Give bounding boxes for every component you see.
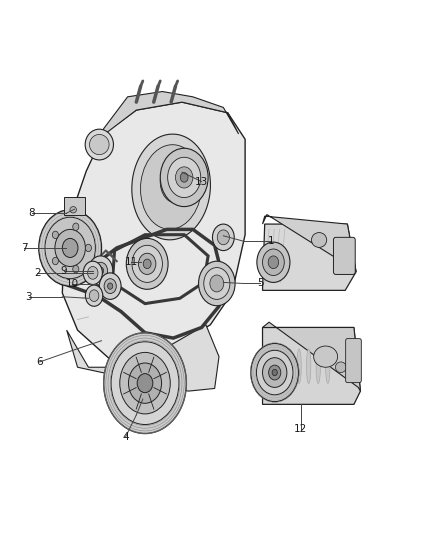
Circle shape (89, 290, 99, 302)
Circle shape (85, 244, 92, 252)
Circle shape (108, 283, 113, 289)
Ellipse shape (336, 362, 346, 373)
Ellipse shape (85, 129, 113, 160)
Circle shape (99, 273, 121, 300)
Circle shape (168, 157, 201, 198)
Circle shape (52, 231, 58, 239)
Circle shape (98, 267, 104, 274)
Ellipse shape (287, 349, 292, 383)
Ellipse shape (160, 160, 191, 203)
Circle shape (180, 173, 188, 182)
Ellipse shape (325, 349, 330, 383)
Polygon shape (62, 102, 245, 367)
Text: 10: 10 (66, 279, 79, 289)
Circle shape (111, 342, 179, 424)
Circle shape (204, 268, 230, 300)
Text: 12: 12 (294, 424, 307, 434)
Text: 4: 4 (122, 432, 129, 442)
Text: 3: 3 (25, 292, 32, 302)
Circle shape (55, 229, 85, 266)
Circle shape (132, 245, 162, 282)
Ellipse shape (70, 207, 77, 213)
Circle shape (212, 224, 234, 251)
Circle shape (198, 261, 235, 306)
Text: 6: 6 (36, 357, 43, 367)
Ellipse shape (141, 144, 202, 229)
Circle shape (94, 262, 108, 279)
Polygon shape (262, 322, 360, 391)
Circle shape (45, 217, 95, 279)
Circle shape (143, 259, 151, 269)
Ellipse shape (316, 349, 321, 383)
Circle shape (262, 249, 284, 276)
Circle shape (137, 374, 153, 393)
Circle shape (52, 257, 58, 265)
Text: 2: 2 (34, 269, 40, 278)
FancyBboxPatch shape (333, 237, 355, 274)
Polygon shape (67, 325, 219, 391)
Circle shape (268, 365, 281, 380)
Ellipse shape (89, 134, 109, 155)
Circle shape (83, 261, 102, 285)
Circle shape (262, 358, 287, 387)
Text: 13: 13 (195, 176, 208, 187)
Circle shape (176, 167, 193, 188)
Polygon shape (262, 215, 356, 272)
Circle shape (268, 256, 279, 269)
Circle shape (104, 333, 186, 433)
Circle shape (62, 238, 78, 257)
Text: 1: 1 (268, 236, 275, 246)
Circle shape (210, 275, 224, 292)
Text: 9: 9 (60, 266, 67, 276)
Ellipse shape (314, 346, 338, 367)
Circle shape (104, 279, 116, 294)
Circle shape (88, 256, 113, 286)
Circle shape (217, 230, 230, 245)
Circle shape (128, 363, 162, 403)
Ellipse shape (132, 134, 210, 240)
Circle shape (138, 253, 156, 274)
Circle shape (251, 343, 299, 402)
Ellipse shape (297, 349, 301, 383)
FancyBboxPatch shape (346, 338, 361, 383)
Polygon shape (102, 92, 239, 136)
Text: 5: 5 (257, 278, 264, 288)
Text: 7: 7 (21, 243, 28, 253)
Circle shape (272, 369, 277, 376)
Circle shape (120, 352, 170, 414)
Circle shape (88, 266, 98, 279)
Ellipse shape (307, 349, 311, 383)
Circle shape (73, 265, 79, 273)
Polygon shape (262, 327, 360, 405)
Circle shape (256, 350, 293, 395)
Ellipse shape (278, 349, 282, 383)
Polygon shape (262, 224, 356, 290)
Text: 8: 8 (28, 208, 35, 219)
Circle shape (85, 285, 103, 306)
Circle shape (39, 210, 102, 286)
Circle shape (126, 238, 168, 289)
Circle shape (257, 242, 290, 282)
Ellipse shape (311, 232, 327, 247)
Text: 11: 11 (124, 257, 138, 267)
Circle shape (73, 223, 79, 230)
Circle shape (160, 148, 208, 207)
FancyBboxPatch shape (64, 197, 85, 215)
